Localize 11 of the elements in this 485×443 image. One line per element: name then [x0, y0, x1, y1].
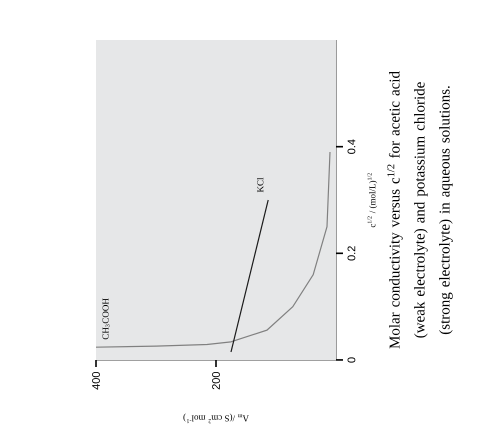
text: Molar conductivity versus c$^{1/2}$ for acetic acid (weak electrolyte) and potassium chloride (strong electrolyte) in aqueous solutions. — [387, 71, 453, 349]
x-axis-title: Λ$_{m}$ /(S cm$^{2}$ mol$^{-1}$) — [183, 414, 249, 424]
line-series — [95, 151, 331, 348]
y-tick-label: 0.2 — [348, 246, 356, 261]
y-tick-label: 0 — [348, 357, 356, 363]
x-tick-label: 200 — [212, 372, 220, 390]
text: KCl — [257, 178, 264, 192]
y-tick-label: 0.4 — [348, 139, 356, 154]
y-axis-title: c$^{1/2}$ / (mol/L)$^{1/2}$ — [368, 173, 378, 228]
text: CH$_{3}$COOH — [102, 298, 110, 340]
x-tick-label: 400 — [92, 372, 100, 390]
